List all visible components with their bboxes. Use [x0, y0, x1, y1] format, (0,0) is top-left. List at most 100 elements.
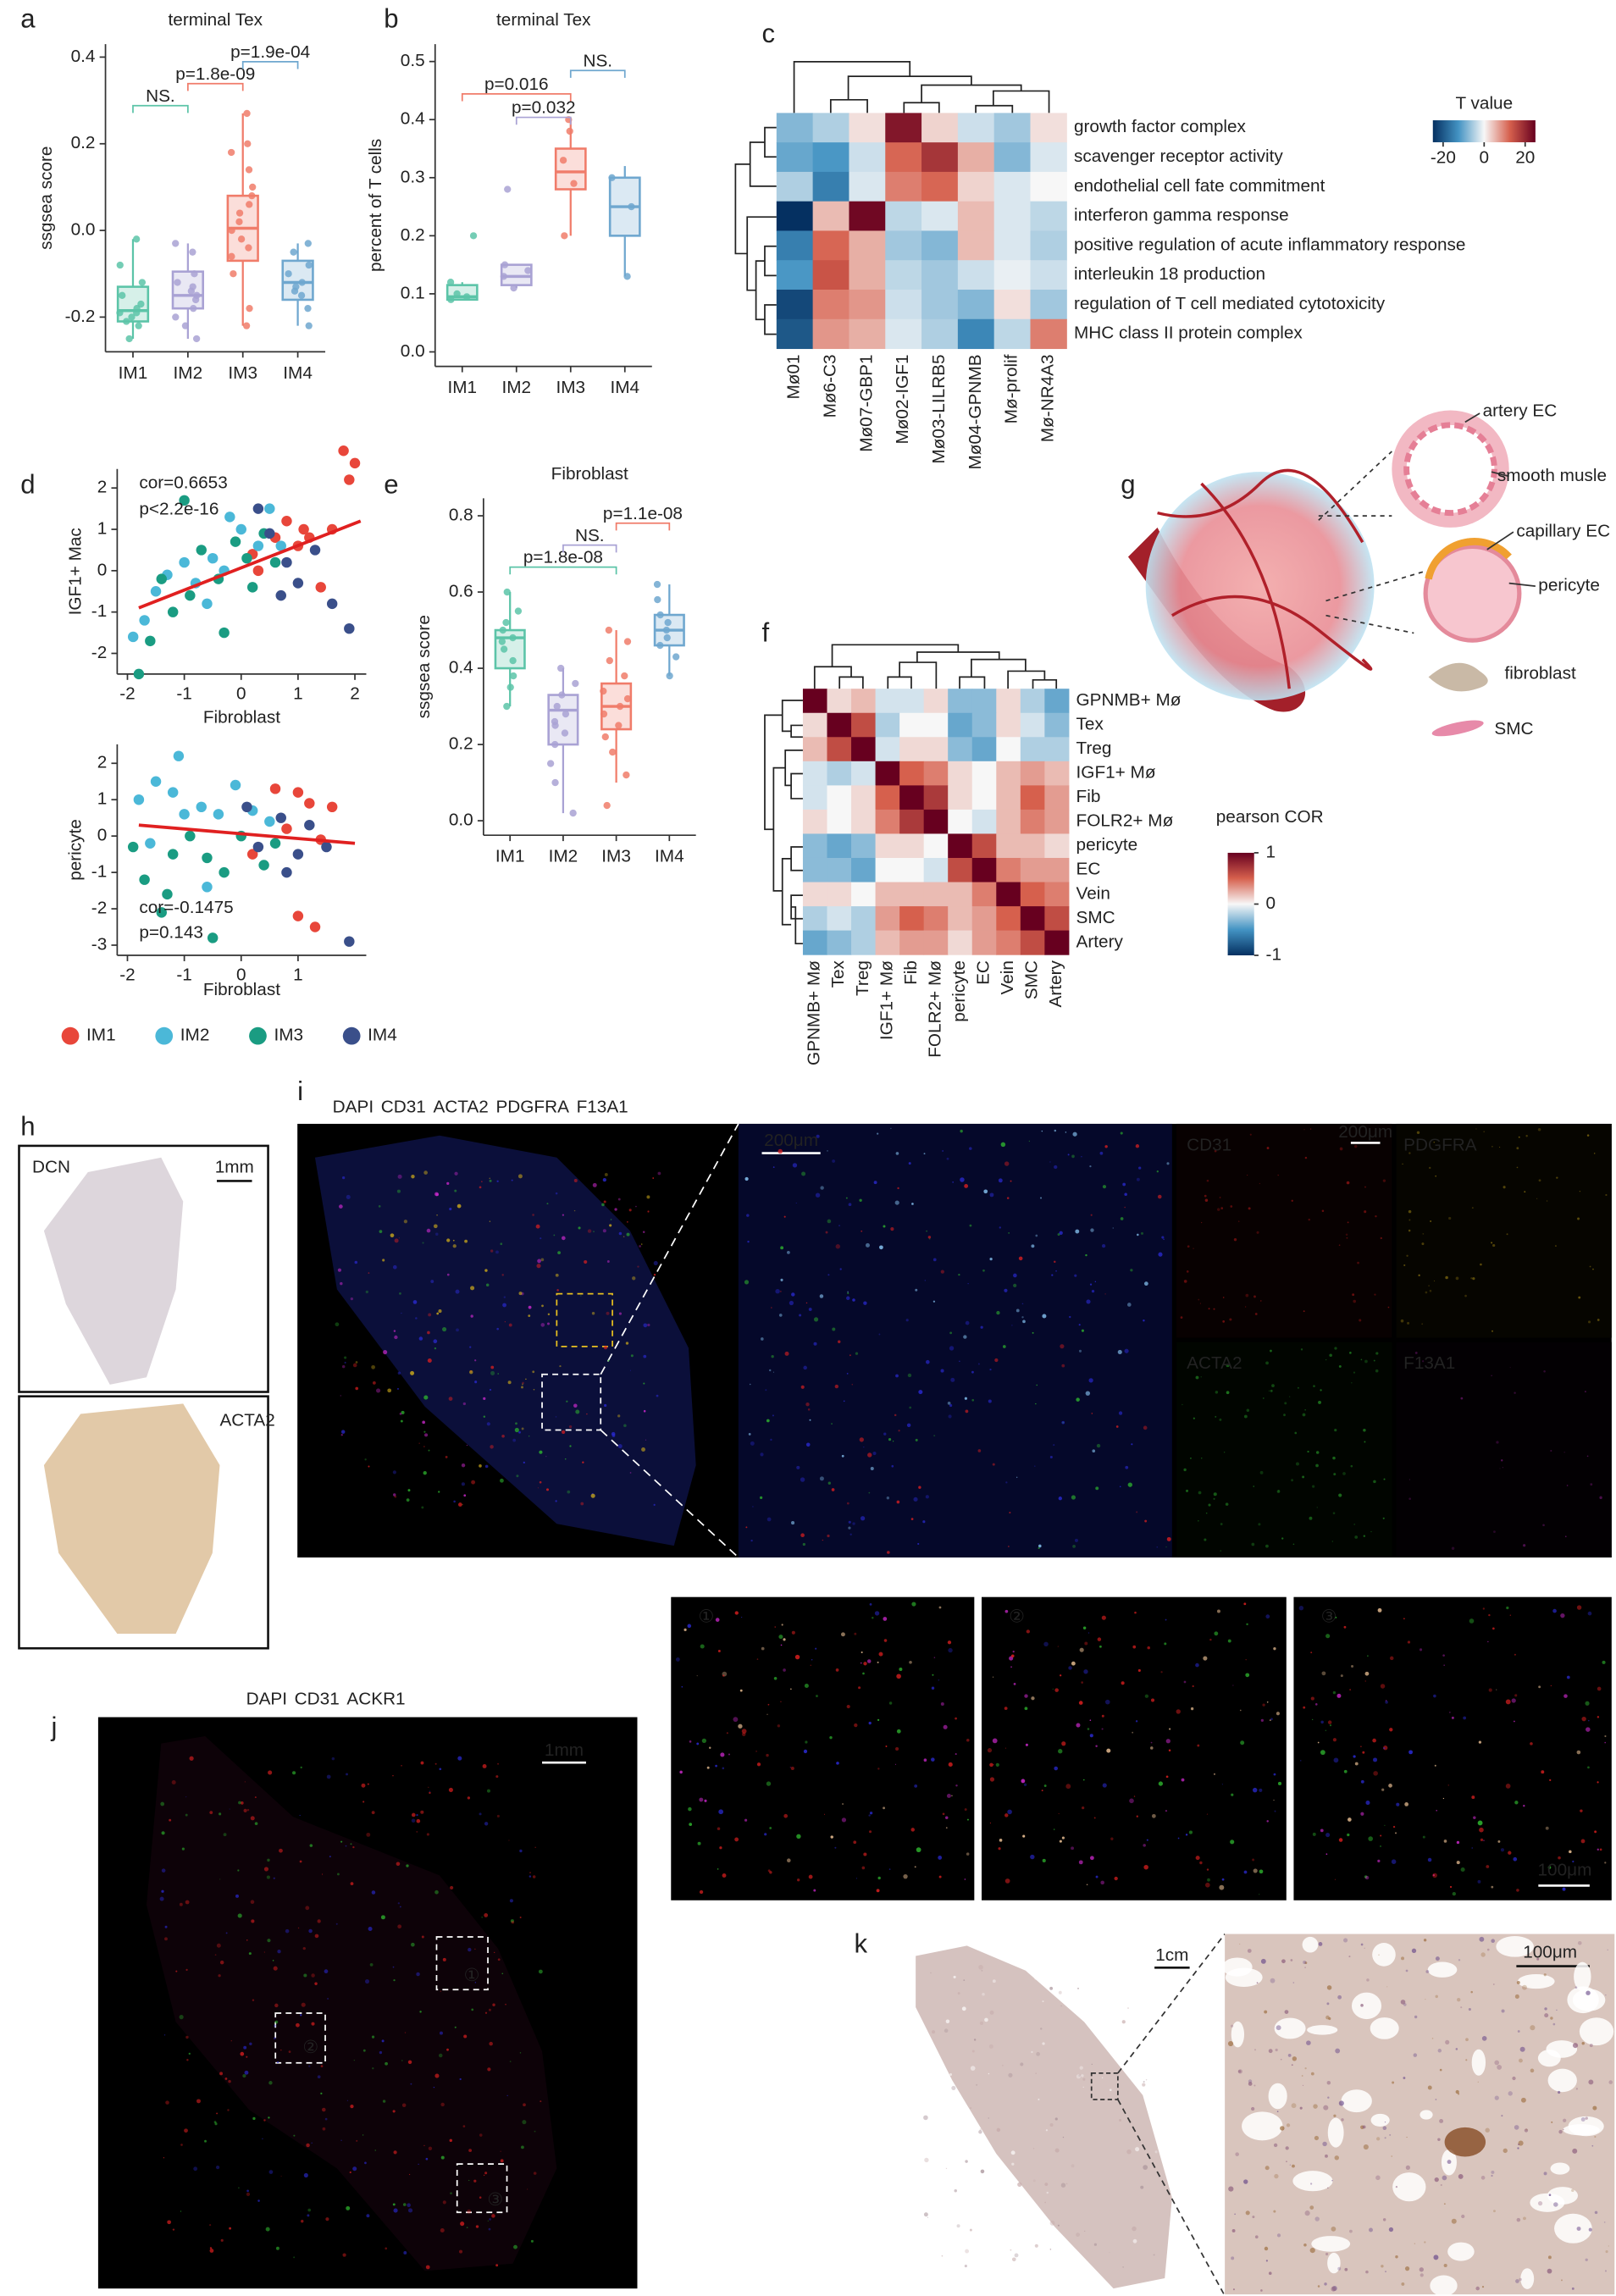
speck — [562, 1430, 566, 1435]
speck — [1443, 1840, 1447, 1843]
speck — [242, 2073, 246, 2078]
point — [298, 523, 309, 535]
speck — [1057, 1233, 1060, 1237]
speck — [1188, 1830, 1193, 1834]
heat-cell — [875, 857, 900, 883]
heat-cell — [957, 318, 995, 350]
speck — [1478, 1740, 1482, 1744]
speck — [1060, 2183, 1066, 2188]
speck — [219, 1878, 221, 1880]
speck — [411, 1175, 415, 1179]
speck — [933, 1435, 936, 1437]
speck — [1264, 2010, 1268, 2014]
speck — [184, 2128, 188, 2133]
speck — [1492, 1983, 1495, 1985]
speck — [861, 1230, 863, 1232]
heat-cell — [1044, 857, 1070, 883]
speck — [1158, 1252, 1163, 1257]
speck — [1419, 2267, 1424, 2272]
colorbar-tick-label: 20 — [1515, 147, 1535, 167]
speck — [1381, 2265, 1384, 2268]
speck — [1491, 2174, 1493, 2177]
speck — [1135, 1720, 1138, 1723]
speck — [305, 1906, 310, 1911]
point — [264, 528, 275, 539]
heat-cell — [993, 201, 1032, 231]
speck — [425, 2157, 429, 2160]
speck — [1491, 1330, 1494, 1332]
point — [557, 664, 565, 672]
legend-marker — [61, 1026, 80, 1045]
heat-cell — [1020, 857, 1045, 883]
speck — [1597, 1319, 1600, 1321]
speck — [859, 1198, 862, 1202]
row-label: MHC class II protein complex — [1074, 324, 1303, 343]
speck — [1291, 1199, 1293, 1202]
speck — [229, 2227, 232, 2230]
speck — [1298, 1606, 1304, 1611]
speck — [632, 1276, 636, 1281]
speck — [169, 1818, 172, 1822]
speck — [519, 2052, 522, 2054]
speck — [1109, 1968, 1114, 1972]
speck — [301, 2002, 306, 2007]
lumen — [1420, 2110, 1433, 2120]
speck — [322, 2127, 326, 2131]
speck — [992, 1979, 996, 1983]
speck — [573, 1179, 578, 1183]
speck — [1245, 1659, 1247, 1661]
speck — [760, 1452, 764, 1457]
speck — [981, 1969, 983, 1972]
speck — [641, 1447, 645, 1452]
speck — [536, 1264, 541, 1269]
speck — [340, 2139, 342, 2142]
speck — [471, 1480, 476, 1485]
speck — [734, 1837, 739, 1842]
speck — [689, 1740, 692, 1743]
row-label: growth factor complex — [1074, 117, 1247, 136]
speck — [1198, 1298, 1200, 1301]
speck — [1364, 1359, 1368, 1364]
heat-cell — [851, 737, 877, 762]
speck — [955, 1717, 957, 1720]
roi — [456, 2163, 508, 2214]
speck — [1169, 1728, 1171, 1730]
stain-label: DAPI — [333, 1097, 374, 1116]
speck — [1408, 1229, 1411, 1232]
significance-label: p=0.016 — [484, 75, 549, 94]
speck — [407, 1489, 411, 1492]
speck — [715, 1618, 720, 1622]
point — [501, 261, 509, 268]
speck — [1061, 1364, 1065, 1368]
speck — [969, 2228, 972, 2232]
speck — [808, 1874, 813, 1879]
speck — [1603, 2221, 1606, 2223]
speck — [1558, 1856, 1561, 1860]
speck — [869, 1830, 872, 1834]
speck — [175, 1970, 178, 1972]
heat-cell — [899, 809, 925, 834]
point — [189, 248, 196, 256]
point — [202, 882, 213, 893]
speck — [1265, 1614, 1270, 1619]
heat-cell — [802, 737, 828, 762]
speck — [978, 2130, 982, 2134]
speck — [789, 1300, 794, 1306]
stain-label: ACKR1 — [346, 1689, 405, 1708]
speck — [1471, 1847, 1474, 1849]
speck — [263, 2119, 266, 2122]
point — [119, 291, 126, 299]
speck — [1408, 1152, 1411, 1154]
speck — [1125, 1465, 1129, 1469]
speck — [1514, 2125, 1519, 2130]
lumen — [1518, 1973, 1555, 1989]
x-tick-label: IM4 — [610, 378, 639, 397]
speck — [643, 1382, 645, 1385]
speck — [433, 1339, 438, 1344]
point — [326, 598, 338, 610]
speck — [592, 1182, 597, 1187]
x-tick-label: IM2 — [549, 847, 578, 866]
heat-cell — [971, 689, 997, 714]
speck — [273, 2037, 276, 2040]
speck — [778, 1635, 783, 1640]
